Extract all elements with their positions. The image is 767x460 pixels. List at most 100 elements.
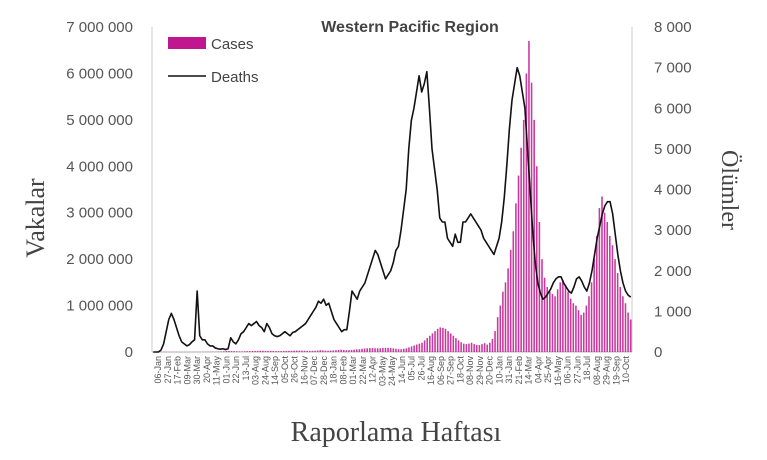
cases-bar (426, 338, 428, 352)
x-tick-label: 09-Mar (182, 356, 192, 385)
legend-deaths-label: Deaths (211, 69, 259, 86)
x-tick-label: 29-Nov (475, 356, 485, 386)
cases-bar (520, 148, 522, 352)
cases-bar (606, 222, 608, 352)
x-tick-label: 05-Oct (280, 356, 290, 384)
cases-bar (416, 345, 418, 352)
right-y-tick-label: 8 000 (654, 19, 692, 36)
cases-bar (429, 336, 431, 352)
cases-bar (630, 320, 632, 353)
cases-bar (557, 289, 559, 352)
cases-bar (573, 303, 575, 352)
cases-bar (458, 340, 460, 352)
x-tick-label: 25-Apr (543, 356, 553, 383)
cases-bar (549, 292, 551, 352)
cases-bar (447, 331, 449, 352)
cases-bar (346, 350, 348, 352)
cases-bar (580, 315, 582, 352)
cases-bar (596, 236, 598, 352)
x-tick-label: 20-Apr (202, 356, 212, 383)
cases-bar (541, 259, 543, 352)
cases-bar (586, 306, 588, 352)
cases-bar (252, 351, 254, 352)
cases-bar (301, 351, 303, 352)
cases-bar (408, 347, 410, 352)
cases-bar (419, 344, 421, 352)
cases-bar (565, 285, 567, 352)
cases-bar (306, 351, 308, 352)
x-tick-label: 26-Oct (290, 356, 300, 384)
cases-bar (236, 351, 238, 352)
cases-bar (411, 346, 413, 352)
right-y-tick-label: 7 000 (654, 60, 692, 77)
cases-bar (575, 306, 577, 352)
cases-bar (249, 351, 251, 352)
cases-bar (293, 351, 295, 352)
cases-bar (372, 348, 374, 352)
cases-bar (434, 331, 436, 352)
x-tick-label: 08-Feb (338, 356, 348, 385)
cases-bar (612, 245, 614, 352)
x-tick-label: 20-Dec (485, 356, 495, 386)
right-y-tick-label: 3 000 (654, 222, 692, 239)
x-tick-label: 29-Aug (602, 356, 612, 385)
cases-bar (544, 278, 546, 352)
cases-bar (450, 333, 452, 352)
cases-bar (502, 292, 504, 352)
deaths-line-layer (153, 68, 630, 352)
cases-bar (325, 351, 327, 352)
x-tick-label: 13-Jul (241, 356, 251, 381)
cases-bar (296, 351, 298, 352)
cases-bar (267, 351, 269, 352)
right-y-tick-label: 0 (654, 344, 662, 361)
x-tick-label: 14-Sep (270, 356, 280, 385)
cases-bar (484, 343, 486, 352)
x-tick-label: 10-Oct (621, 356, 631, 384)
cases-bar (262, 351, 264, 352)
cases-bar (432, 333, 434, 352)
cases-bar (507, 268, 509, 352)
cases-bar (439, 327, 441, 352)
cases-bar (304, 351, 306, 352)
x-tick-label: 22-Mar (358, 356, 368, 385)
cases-bar (226, 351, 228, 352)
cases-bar (619, 287, 621, 352)
cases-bar (562, 280, 564, 352)
deaths-line (153, 68, 630, 352)
x-tick-label: 24-May (387, 356, 397, 387)
cases-bar (455, 338, 457, 352)
cases-bar (286, 351, 288, 352)
cases-bar (343, 350, 345, 352)
x-tick-label: 21-Feb (514, 356, 524, 385)
x-axis-title: Raporlama Haftası (291, 417, 502, 448)
x-tick-label: 24-Aug (260, 356, 270, 385)
cases-bar (333, 350, 335, 352)
cases-bar (510, 250, 512, 352)
left-y-tick-label: 1 000 000 (66, 298, 133, 315)
cases-bar (330, 351, 332, 352)
cases-bar (327, 351, 329, 352)
cases-bar (390, 348, 392, 352)
left-y-tick-label: 2 000 000 (66, 251, 133, 268)
cases-bar (567, 292, 569, 352)
x-tick-label: 07-Dec (309, 356, 319, 386)
cases-bar (403, 349, 405, 352)
cases-bar (241, 351, 243, 352)
cases-bar (489, 343, 491, 352)
x-tick-label: 16-Aug (426, 356, 436, 385)
cases-bar (614, 259, 616, 352)
cases-bar (369, 348, 371, 352)
cases-bar (400, 349, 402, 352)
x-tick-label: 27-Sep (446, 356, 456, 385)
right-y-tick-label: 2 000 (654, 263, 692, 280)
cases-bar (257, 351, 259, 352)
left-y-tick-label: 7 000 000 (66, 19, 133, 36)
x-tick-label: 08-Nov (465, 356, 475, 386)
cases-bar (366, 348, 368, 352)
cases-bar (283, 351, 285, 352)
cases-bar (583, 313, 585, 352)
x-tick-label: 26-Jul (416, 356, 426, 381)
cases-bar (476, 345, 478, 352)
legend: Cases Deaths (168, 36, 259, 86)
right-y-tick-label: 1 000 (654, 303, 692, 320)
